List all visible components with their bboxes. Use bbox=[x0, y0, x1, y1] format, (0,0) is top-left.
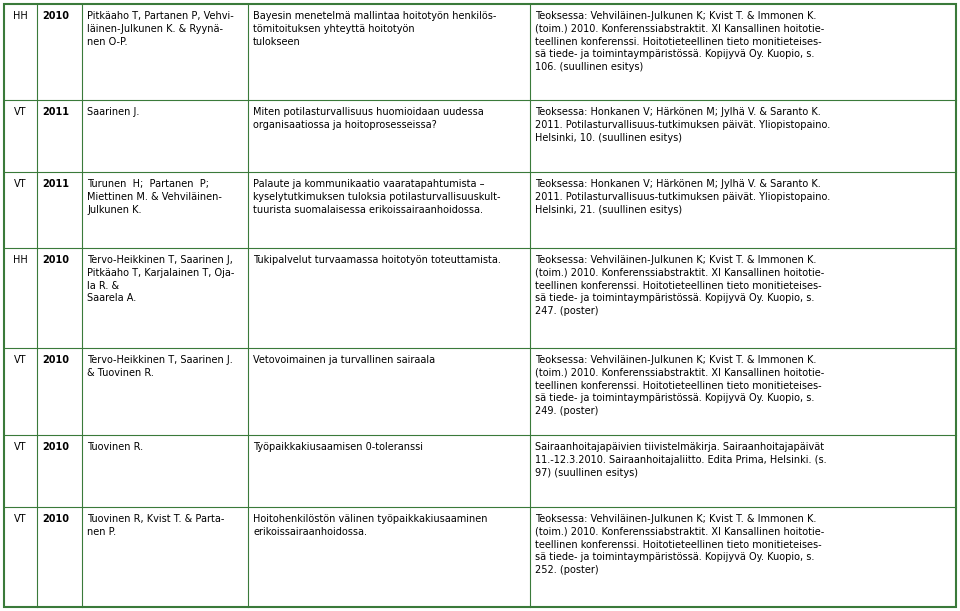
Text: Pitkäaho T, Partanen P, Vehvi-
läinen-Julkunen K. & Ryynä-
nen O-P.: Pitkäaho T, Partanen P, Vehvi- läinen-Ju… bbox=[87, 11, 233, 46]
Text: Miten potilasturvallisuus huomioidaan uudessa
organisaatiossa ja hoitoprosesseis: Miten potilasturvallisuus huomioidaan uu… bbox=[253, 107, 484, 130]
Text: Teoksessa: Honkanen V; Härkönen M; Jylhä V. & Saranto K.
2011. Potilasturvallisu: Teoksessa: Honkanen V; Härkönen M; Jylhä… bbox=[535, 179, 830, 214]
Text: 2010: 2010 bbox=[42, 442, 69, 452]
Text: VT: VT bbox=[14, 355, 27, 365]
Text: Tuovinen R.: Tuovinen R. bbox=[87, 442, 143, 452]
Text: 2011: 2011 bbox=[42, 107, 69, 117]
Text: Hoitohenkilöstön välinen työpaikkakiusaaminen
erikoissairaanhoidossa.: Hoitohenkilöstön välinen työpaikkakiusaa… bbox=[253, 514, 488, 537]
Text: 2011: 2011 bbox=[42, 179, 69, 189]
Text: Palaute ja kommunikaatio vaaratapahtumista –
kyselytutkimuksen tuloksia potilast: Palaute ja kommunikaatio vaaratapahtumis… bbox=[253, 179, 500, 214]
Text: Teoksessa: Honkanen V; Härkönen M; Jylhä V. & Saranto K.
2011. Potilasturvallisu: Teoksessa: Honkanen V; Härkönen M; Jylhä… bbox=[535, 107, 830, 142]
Text: VT: VT bbox=[14, 442, 27, 452]
Text: Tervo-Heikkinen T, Saarinen J,
Pitkäaho T, Karjalainen T, Oja-
la R. &
Saarela A: Tervo-Heikkinen T, Saarinen J, Pitkäaho … bbox=[87, 255, 234, 304]
Text: Teoksessa: Vehviläinen-Julkunen K; Kvist T. & Immonen K.
(toim.) 2010. Konferens: Teoksessa: Vehviläinen-Julkunen K; Kvist… bbox=[535, 514, 825, 575]
Text: 2010: 2010 bbox=[42, 355, 69, 365]
Text: Teoksessa: Vehviläinen-Julkunen K; Kvist T. & Immonen K.
(toim.) 2010. Konferens: Teoksessa: Vehviläinen-Julkunen K; Kvist… bbox=[535, 355, 825, 416]
Text: Tuovinen R, Kvist T. & Parta-
nen P.: Tuovinen R, Kvist T. & Parta- nen P. bbox=[87, 514, 225, 537]
Text: Sairaanhoitajapäivien tiivistelmäkirja. Sairaanhoitajapäivät
11.-12.3.2010. Sair: Sairaanhoitajapäivien tiivistelmäkirja. … bbox=[535, 442, 827, 478]
Text: VT: VT bbox=[14, 514, 27, 524]
Text: VT: VT bbox=[14, 179, 27, 189]
Text: 2010: 2010 bbox=[42, 255, 69, 265]
Text: Työpaikkakiusaamisen 0-toleranssi: Työpaikkakiusaamisen 0-toleranssi bbox=[253, 442, 423, 452]
Text: Teoksessa: Vehviläinen-Julkunen K; Kvist T. & Immonen K.
(toim.) 2010. Konferens: Teoksessa: Vehviläinen-Julkunen K; Kvist… bbox=[535, 255, 825, 316]
Text: HH: HH bbox=[13, 255, 28, 265]
Text: VT: VT bbox=[14, 107, 27, 117]
Text: Turunen  H;  Partanen  P;
Miettinen M. & Vehviläinen-
Julkunen K.: Turunen H; Partanen P; Miettinen M. & Ve… bbox=[87, 179, 222, 214]
Text: Vetovoimainen ja turvallinen sairaala: Vetovoimainen ja turvallinen sairaala bbox=[253, 355, 435, 365]
Text: Tervo-Heikkinen T, Saarinen J.
& Tuovinen R.: Tervo-Heikkinen T, Saarinen J. & Tuovine… bbox=[87, 355, 232, 378]
Text: Bayesin menetelmä mallintaa hoitotyön henkilös-
tömitoituksen yhteyttä hoitotyön: Bayesin menetelmä mallintaa hoitotyön he… bbox=[253, 11, 496, 46]
Text: 2010: 2010 bbox=[42, 514, 69, 524]
Text: HH: HH bbox=[13, 11, 28, 21]
Text: Tukipalvelut turvaamassa hoitotyön toteuttamista.: Tukipalvelut turvaamassa hoitotyön toteu… bbox=[253, 255, 501, 265]
Text: Saarinen J.: Saarinen J. bbox=[87, 107, 139, 117]
Text: Teoksessa: Vehviläinen-Julkunen K; Kvist T. & Immonen K.
(toim.) 2010. Konferens: Teoksessa: Vehviläinen-Julkunen K; Kvist… bbox=[535, 11, 825, 72]
Text: 2010: 2010 bbox=[42, 11, 69, 21]
